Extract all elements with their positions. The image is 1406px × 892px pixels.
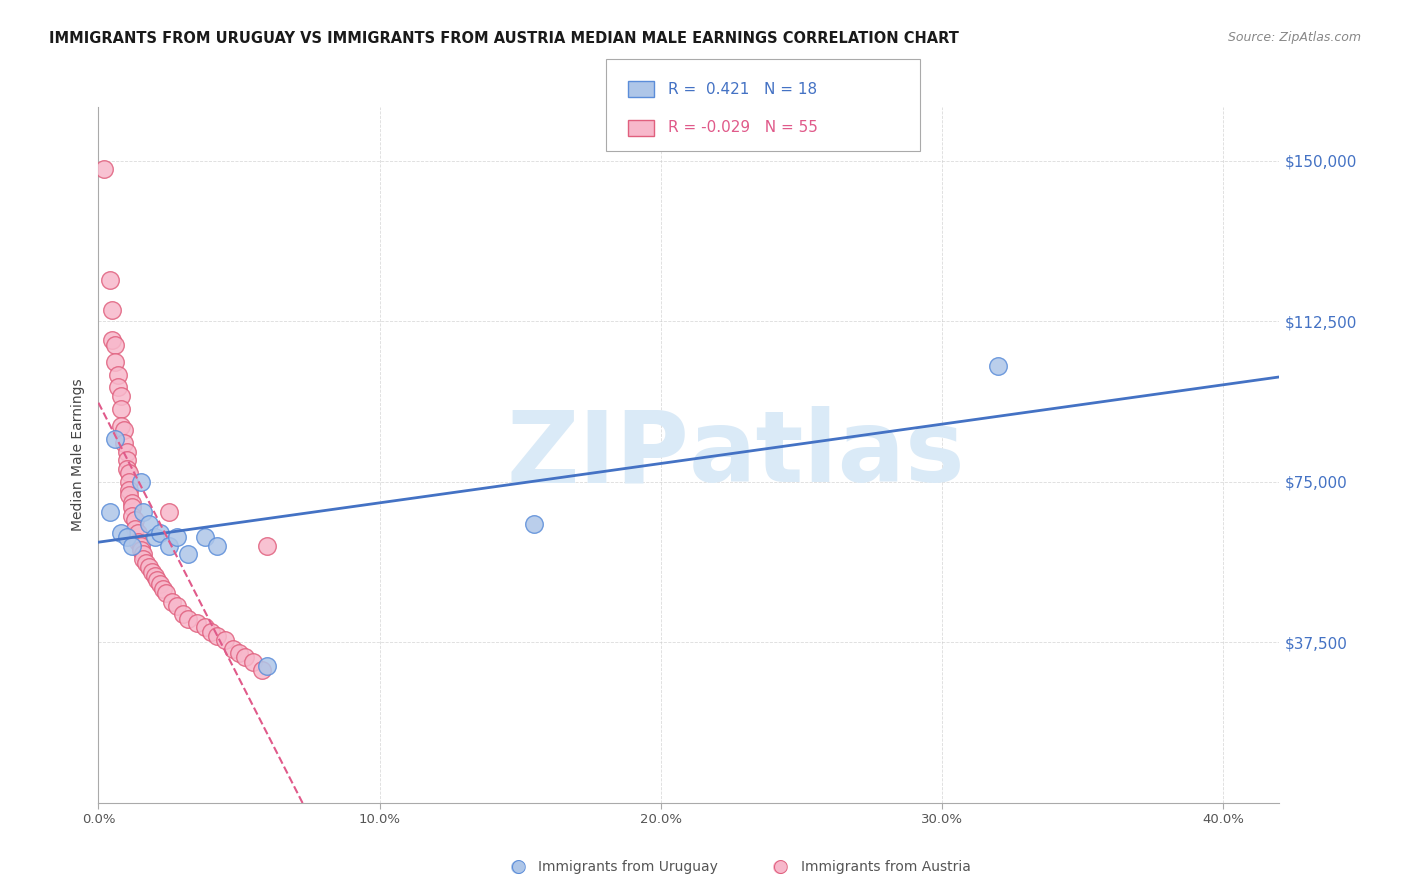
Text: atlas: atlas (689, 407, 966, 503)
Point (146, 573, 169, 587)
Point (228, 646, 250, 660)
Text: R = -0.029   N = 55: R = -0.029 N = 55 (668, 120, 818, 135)
Point (166, 599, 188, 613)
Point (118, 487, 141, 501)
Text: ○: ○ (772, 858, 789, 876)
Point (194, 530, 217, 544)
Point (138, 517, 160, 532)
Point (121, 496, 143, 510)
Point (121, 508, 143, 523)
Text: R =  0.421   N = 18: R = 0.421 N = 18 (668, 82, 817, 96)
Point (129, 475, 152, 489)
Point (160, 594, 183, 608)
Point (143, 530, 166, 544)
Point (157, 505, 180, 519)
Point (155, 586, 177, 600)
Point (149, 526, 172, 541)
Point (129, 543, 152, 558)
Point (112, 436, 135, 450)
Point (256, 658, 278, 673)
Point (104, 432, 127, 446)
Text: ZIP: ZIP (506, 407, 689, 503)
Y-axis label: Median Male Earnings: Median Male Earnings (72, 378, 86, 532)
Point (256, 539, 278, 553)
Text: Source: ZipAtlas.com: Source: ZipAtlas.com (1227, 31, 1361, 45)
Point (205, 539, 228, 553)
Point (135, 556, 157, 570)
Point (115, 462, 138, 476)
Point (107, 380, 129, 394)
Point (107, 368, 129, 382)
Point (118, 475, 141, 489)
Point (987, 359, 1010, 373)
Point (110, 389, 132, 403)
Point (523, 517, 546, 532)
Point (98, 273, 121, 287)
Point (177, 548, 200, 562)
Point (115, 453, 138, 467)
Text: IMMIGRANTS FROM URUGUAY VS IMMIGRANTS FROM AUSTRIA MEDIAN MALE EARNINGS CORRELAT: IMMIGRANTS FROM URUGUAY VS IMMIGRANTS FR… (49, 31, 959, 46)
Point (115, 530, 138, 544)
Text: Immigrants from Uruguay: Immigrants from Uruguay (538, 860, 718, 874)
Point (93, 162, 115, 177)
Point (121, 539, 143, 553)
Point (110, 526, 132, 541)
Point (110, 419, 132, 434)
Point (166, 530, 188, 544)
Point (112, 423, 135, 437)
Point (242, 655, 264, 669)
Point (132, 505, 155, 519)
Point (110, 401, 132, 416)
Point (233, 650, 256, 665)
Point (127, 526, 149, 541)
Point (118, 483, 141, 498)
Point (214, 633, 236, 648)
Point (98, 505, 121, 519)
Point (118, 466, 141, 480)
Point (149, 577, 172, 591)
Point (124, 522, 146, 536)
Text: Immigrants from Austria: Immigrants from Austria (801, 860, 972, 874)
Point (157, 539, 180, 553)
Text: ○: ○ (509, 858, 526, 876)
Point (101, 334, 124, 348)
Point (200, 624, 222, 639)
Text: ●: ● (509, 858, 526, 876)
Point (152, 582, 174, 596)
Point (177, 612, 200, 626)
Point (138, 560, 160, 574)
Point (121, 500, 143, 515)
Point (104, 337, 127, 351)
Text: ●: ● (772, 858, 789, 876)
Point (132, 551, 155, 566)
Point (250, 663, 273, 677)
Point (104, 355, 127, 369)
Point (101, 303, 124, 318)
Point (172, 607, 194, 622)
Point (129, 539, 152, 553)
Point (124, 513, 146, 527)
Point (222, 641, 245, 656)
Point (143, 569, 166, 583)
Point (141, 565, 163, 579)
Point (115, 444, 138, 458)
Point (194, 620, 217, 634)
Point (132, 548, 155, 562)
Point (186, 615, 208, 630)
Point (205, 629, 228, 643)
Point (127, 534, 149, 549)
